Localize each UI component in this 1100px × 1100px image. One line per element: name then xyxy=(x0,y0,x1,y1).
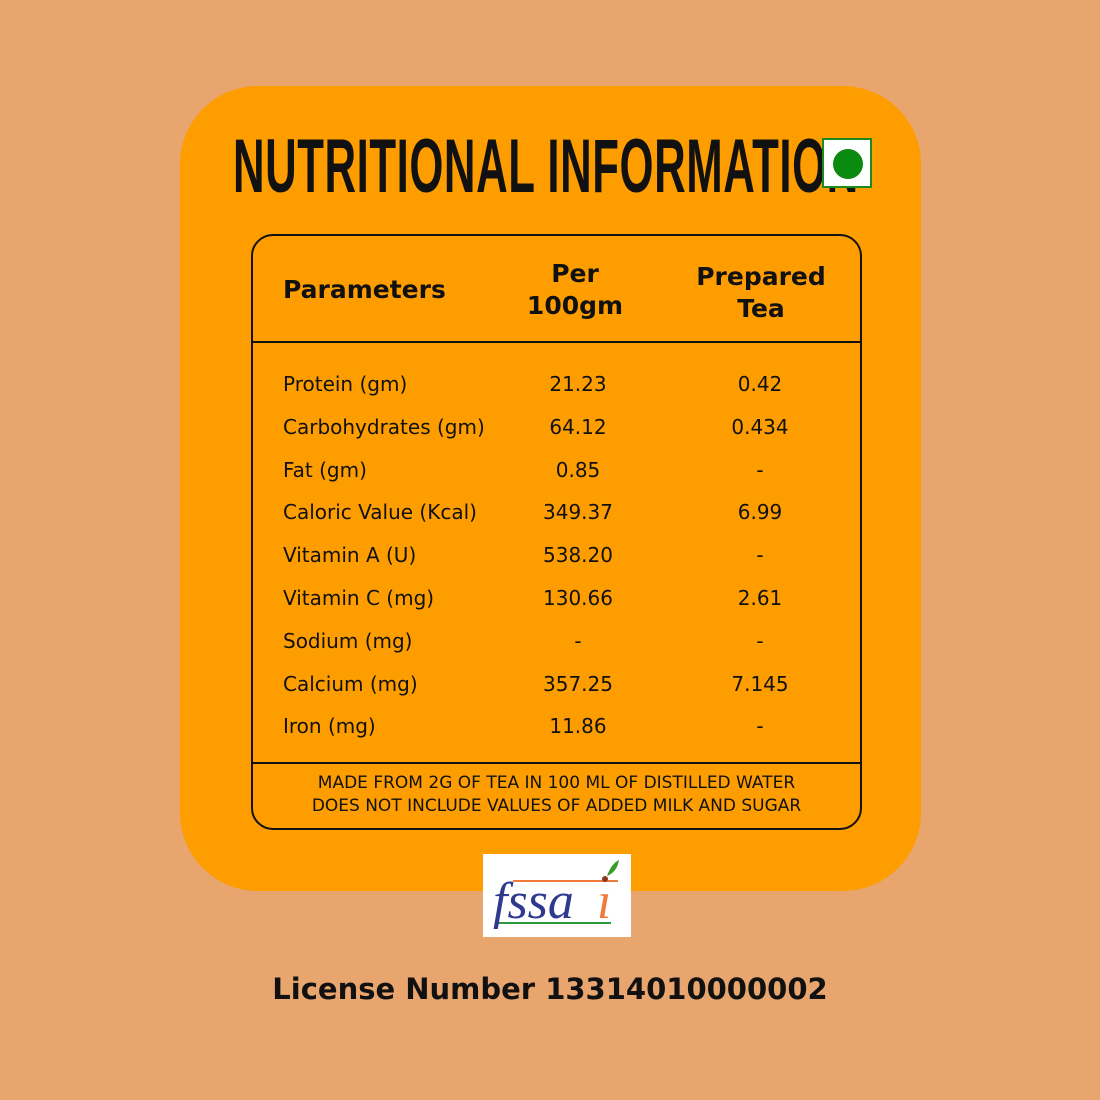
header-prepared-tea: Prepared Tea xyxy=(696,262,826,323)
per-100gm-cell: 21.23 xyxy=(549,372,607,396)
table-row: Iron (mg) 11.86 - xyxy=(253,706,860,746)
table-row: Calcium (mg) 357.25 7.145 xyxy=(253,664,860,704)
table-row: Sodium (mg) - - xyxy=(253,621,860,661)
parameter-cell: Iron (mg) xyxy=(283,714,376,739)
per-100gm-cell: 349.37 xyxy=(543,500,613,525)
table-row: Fat (gm) 0.85 - xyxy=(253,450,860,490)
footnote: MADE FROM 2G OF TEA IN 100 ML OF DISTILL… xyxy=(253,772,860,818)
nutrition-table: Parameters Per 100gm Prepared Tea Protein … xyxy=(251,234,862,830)
header-per-100gm: Per 100gm xyxy=(526,259,624,320)
prepared-tea-cell: - xyxy=(756,628,764,653)
table-row: Vitamin C (mg) 130.66 2.61 xyxy=(253,578,860,618)
parameter-cell: Sodium (mg) xyxy=(283,628,413,653)
per-100gm-cell: 11.86 xyxy=(549,714,607,739)
page-title: NUTRITIONAL INFORMATION xyxy=(233,124,859,209)
per-100gm-cell: 130.66 xyxy=(543,586,613,610)
per-100gm-cell: - xyxy=(574,628,582,653)
license-number: License Number 13314010000002 xyxy=(272,972,828,1006)
per-100gm-cell: 64.12 xyxy=(549,414,607,439)
prepared-tea-cell: 2.61 xyxy=(737,586,783,610)
divider xyxy=(253,762,860,764)
parameter-cell: Carbohydrates (gm) xyxy=(283,414,485,439)
footnote-line: DOES NOT INCLUDE VALUES OF ADDED MILK AN… xyxy=(311,796,802,816)
prepared-tea-cell: 0.42 xyxy=(737,372,783,396)
per-100gm-cell: 0.85 xyxy=(555,457,601,482)
divider xyxy=(253,341,860,343)
table-row: Protein (gm) 21.23 0.42 xyxy=(253,364,860,404)
fssai-logo: fssa ı xyxy=(483,854,631,937)
table-row: Carbohydrates (gm) 64.12 0.434 xyxy=(253,407,860,447)
parameter-cell: Protein (gm) xyxy=(283,372,408,396)
table-row: Caloric Value (Kcal) 349.37 6.99 xyxy=(253,492,860,532)
parameter-cell: Caloric Value (Kcal) xyxy=(283,500,477,525)
parameter-cell: Vitamin A (U) xyxy=(283,543,417,568)
prepared-tea-cell: 6.99 xyxy=(737,500,783,525)
nutrition-card xyxy=(180,86,921,891)
parameter-cell: Fat (gm) xyxy=(283,457,367,482)
svg-text:fssa: fssa xyxy=(493,873,574,930)
prepared-tea-cell: - xyxy=(756,457,764,482)
prepared-tea-cell: - xyxy=(756,714,764,739)
parameter-cell: Calcium (mg) xyxy=(283,671,418,696)
prepared-tea-cell: 7.145 xyxy=(731,671,789,696)
parameter-cell: Vitamin C (mg) xyxy=(283,586,435,610)
per-100gm-cell: 538.20 xyxy=(543,543,613,568)
svg-text:ı: ı xyxy=(597,873,611,930)
header-parameters: Parameters xyxy=(283,275,446,304)
table-row: Vitamin A (U) 538.20 - xyxy=(253,535,860,575)
prepared-tea-cell: - xyxy=(756,543,764,568)
per-100gm-cell: 357.25 xyxy=(543,671,613,696)
veg-mark-icon xyxy=(822,138,872,188)
prepared-tea-cell: 0.434 xyxy=(731,414,789,439)
footnote-line: MADE FROM 2G OF TEA IN 100 ML OF DISTILL… xyxy=(317,773,796,793)
